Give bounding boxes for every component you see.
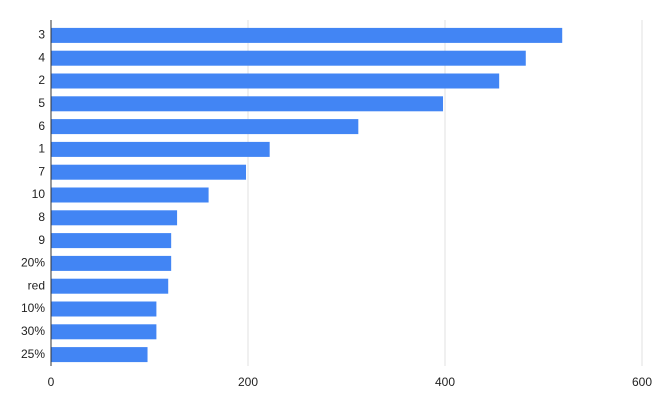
y-tick-label: 3: [38, 28, 45, 42]
bar: [51, 233, 172, 249]
bar: [51, 141, 270, 157]
y-tick-label: 9: [38, 233, 45, 247]
bar: [51, 50, 526, 66]
bar: [51, 119, 359, 135]
y-tick-label: 5: [38, 96, 45, 110]
bar: [51, 96, 444, 112]
bar: [51, 278, 169, 294]
x-tick-label: 600: [632, 375, 652, 389]
y-tick-label: 2: [38, 73, 45, 87]
bar: [51, 27, 563, 43]
x-tick-label: 200: [238, 375, 258, 389]
y-tick-label: 6: [38, 119, 45, 133]
bar: [51, 301, 157, 317]
x-tick-label: 0: [48, 375, 55, 389]
y-tick-label: 4: [38, 50, 45, 64]
y-tick-label: 10%: [21, 301, 45, 315]
bar: [51, 255, 172, 271]
bar: [51, 164, 247, 180]
y-tick-label: 8: [38, 210, 45, 224]
y-tick-label: 20%: [21, 256, 45, 270]
y-tick-label: 10: [32, 187, 46, 201]
y-tick-label: 1: [38, 142, 45, 156]
bar: [51, 187, 209, 203]
x-tick-label: 400: [435, 375, 455, 389]
y-tick-label: 25%: [21, 347, 45, 361]
y-tick-label: red: [28, 278, 45, 292]
bar: [51, 73, 500, 89]
bar: [51, 324, 157, 340]
y-tick-label: 30%: [21, 324, 45, 338]
bar: [51, 210, 178, 226]
y-tick-label: 7: [38, 164, 45, 178]
bar: [51, 347, 148, 363]
